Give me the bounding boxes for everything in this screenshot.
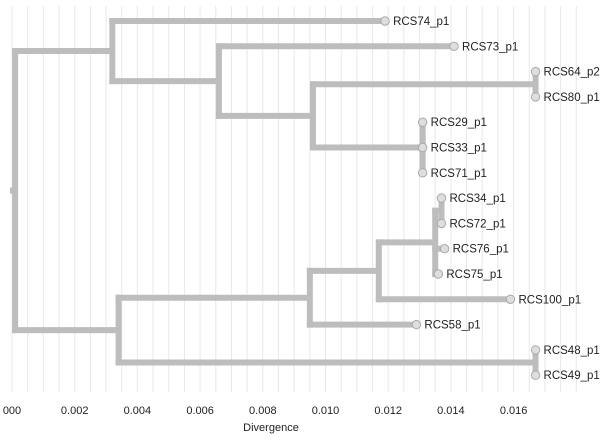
- leaf-label: RCS100_p1: [518, 294, 581, 306]
- leaf-label: RCS29_p1: [431, 117, 487, 129]
- leaf-label: RCS75_p1: [446, 269, 502, 281]
- leaf-node: [436, 218, 447, 229]
- leaf-label: RCS33_p1: [431, 143, 487, 155]
- x-tick-label: 000: [3, 405, 21, 417]
- x-tick-label: 0.016: [500, 405, 528, 417]
- leaf-node: [530, 370, 541, 380]
- x-tick-label: 0.006: [186, 405, 214, 417]
- x-axis-title: Divergence: [243, 422, 299, 434]
- leaf-nodes: [380, 16, 541, 380]
- leaf-node: [530, 92, 541, 102]
- leaf-label: RCS58_p1: [424, 320, 480, 332]
- tree-branches: [10, 18, 539, 379]
- leaf-label: RCS71_p1: [431, 168, 487, 180]
- leaf-node: [417, 117, 428, 127]
- grid-lines: [11, 6, 577, 392]
- x-axis: Divergence 000 0.002 0.004 0.006 0.008 0.010 0…: [3, 405, 528, 434]
- leaf-label: RCS80_p1: [544, 92, 600, 104]
- leaf-node: [433, 269, 444, 279]
- leaf-node: [436, 193, 447, 203]
- leaf-label: RCS49_p1: [544, 370, 600, 382]
- leaf-label: RCS34_p1: [449, 193, 505, 205]
- leaf-label: RCS64_p2: [544, 67, 600, 79]
- x-tick-label: 0.002: [61, 405, 89, 417]
- leaf-node: [417, 168, 428, 178]
- leaf-node: [439, 244, 450, 254]
- x-tick-label: 0.008: [249, 405, 277, 417]
- x-tick-label: 0.010: [312, 405, 340, 417]
- leaf-node: [380, 16, 390, 26]
- leaf-node: [530, 66, 541, 77]
- leaf-node: [417, 142, 428, 153]
- leaf-label: RCS48_p1: [544, 345, 600, 357]
- leaf-node: [530, 345, 541, 355]
- leaf-label: RCS76_p1: [453, 244, 509, 256]
- leaf-label: RCS73_p1: [462, 41, 518, 53]
- leaf-label: RCS74_p1: [393, 16, 449, 28]
- leaf-node: [411, 319, 422, 330]
- leaf-node: [505, 294, 516, 304]
- leaf-label: RCS72_p1: [449, 218, 505, 230]
- leaf-labels: RCS74_p1 RCS73_p1 RCS64_p2 RCS80_p1 RCS29_p1…: [393, 16, 600, 382]
- x-tick-label: 0.004: [124, 405, 152, 417]
- x-tick-label: 0.012: [374, 405, 402, 417]
- x-tick-label: 0.014: [437, 405, 465, 417]
- leaf-node: [449, 41, 459, 51]
